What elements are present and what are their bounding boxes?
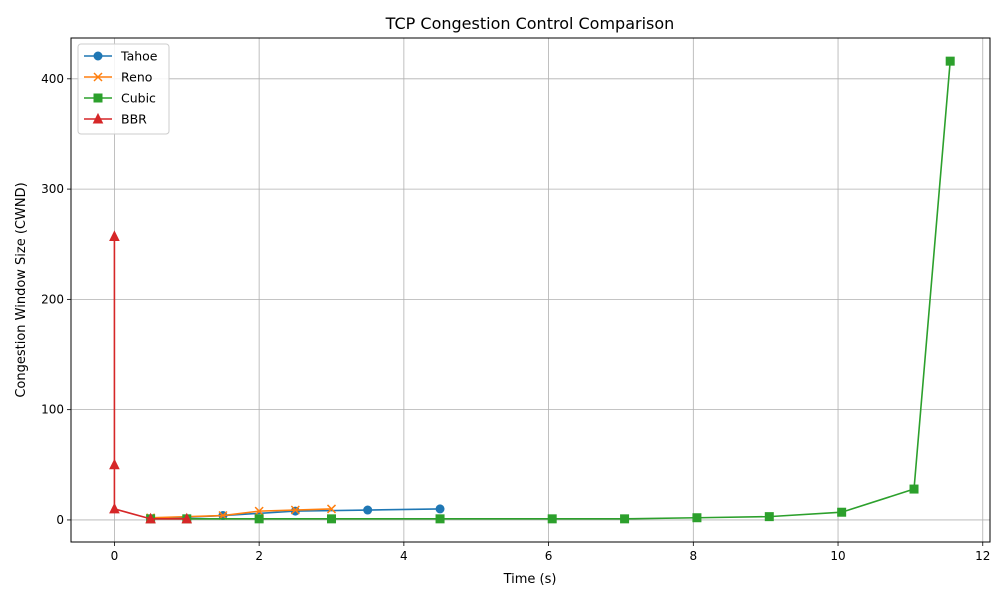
legend-label-bbr: BBR xyxy=(121,112,147,127)
legend-label-reno: Reno xyxy=(121,70,152,85)
data-point-cubic xyxy=(837,507,847,517)
legend-marker-reno xyxy=(93,72,103,82)
legend-entry-cubic: Cubic xyxy=(84,91,156,106)
data-point-reno xyxy=(290,505,300,515)
data-point-reno xyxy=(326,504,337,514)
legend-marker-tahoe xyxy=(93,51,103,61)
legend-marker-cubic xyxy=(93,93,103,103)
data-point-cubic xyxy=(435,514,445,524)
y-tick-label: 400 xyxy=(41,72,64,86)
data-point-cubic xyxy=(327,514,337,524)
ticks: 0 2 4 6 8 10 12 0 100 200 300 400 xyxy=(41,72,990,563)
data-point-bbr xyxy=(109,458,120,470)
y-tick-label: 200 xyxy=(41,292,64,306)
y-tick-label: 300 xyxy=(41,182,64,196)
legend-label-tahoe: Tahoe xyxy=(120,49,158,64)
chart-title: TCP Congestion Control Comparison xyxy=(385,14,675,33)
data-point-bbr xyxy=(109,230,120,242)
x-tick-label: 0 xyxy=(111,549,119,563)
series-cubic xyxy=(146,56,955,524)
x-tick-label: 10 xyxy=(830,549,845,563)
data-point-cubic xyxy=(547,514,557,524)
legend-label-cubic: Cubic xyxy=(121,91,156,106)
legend-entry-tahoe: Tahoe xyxy=(84,49,158,64)
x-tick-label: 12 xyxy=(975,549,990,563)
legend-marker-bbr xyxy=(92,112,104,124)
data-point-cubic xyxy=(764,512,774,522)
data-point-reno xyxy=(254,506,264,516)
y-tick-label: 100 xyxy=(41,403,64,417)
data-point-tahoe xyxy=(435,504,445,514)
y-axis-label: Congestion Window Size (CWND) xyxy=(14,182,29,397)
legend-entry-reno: Reno xyxy=(84,70,152,85)
data-point-bbr xyxy=(181,512,193,524)
legend-entry-bbr: BBR xyxy=(84,112,147,127)
data-point-bbr xyxy=(109,502,120,514)
x-tick-label: 6 xyxy=(545,549,553,563)
data-point-cubic xyxy=(692,513,702,523)
x-tick-label: 8 xyxy=(689,549,697,563)
data-point-tahoe xyxy=(363,505,373,515)
data-point-cubic xyxy=(945,56,955,66)
data-point-cubic xyxy=(620,514,630,524)
series-line-reno xyxy=(150,508,332,519)
x-tick-label: 4 xyxy=(400,549,408,563)
series-line-bbr xyxy=(113,236,187,520)
series-bbr xyxy=(109,230,193,524)
y-tick-label: 0 xyxy=(56,513,64,527)
data-point-cubic xyxy=(254,514,264,524)
series-layer xyxy=(109,56,955,524)
plot-frame xyxy=(70,37,991,543)
x-axis-label: Time (s) xyxy=(503,572,557,587)
legend: Tahoe Reno Cubic BBR xyxy=(77,43,170,135)
grid xyxy=(71,38,990,542)
x-tick-label: 2 xyxy=(255,549,263,563)
series-line-cubic xyxy=(150,61,951,520)
data-point-bbr xyxy=(145,512,156,524)
data-point-cubic xyxy=(909,484,919,494)
data-point-tahoe xyxy=(290,506,300,516)
legend-box xyxy=(77,43,170,135)
